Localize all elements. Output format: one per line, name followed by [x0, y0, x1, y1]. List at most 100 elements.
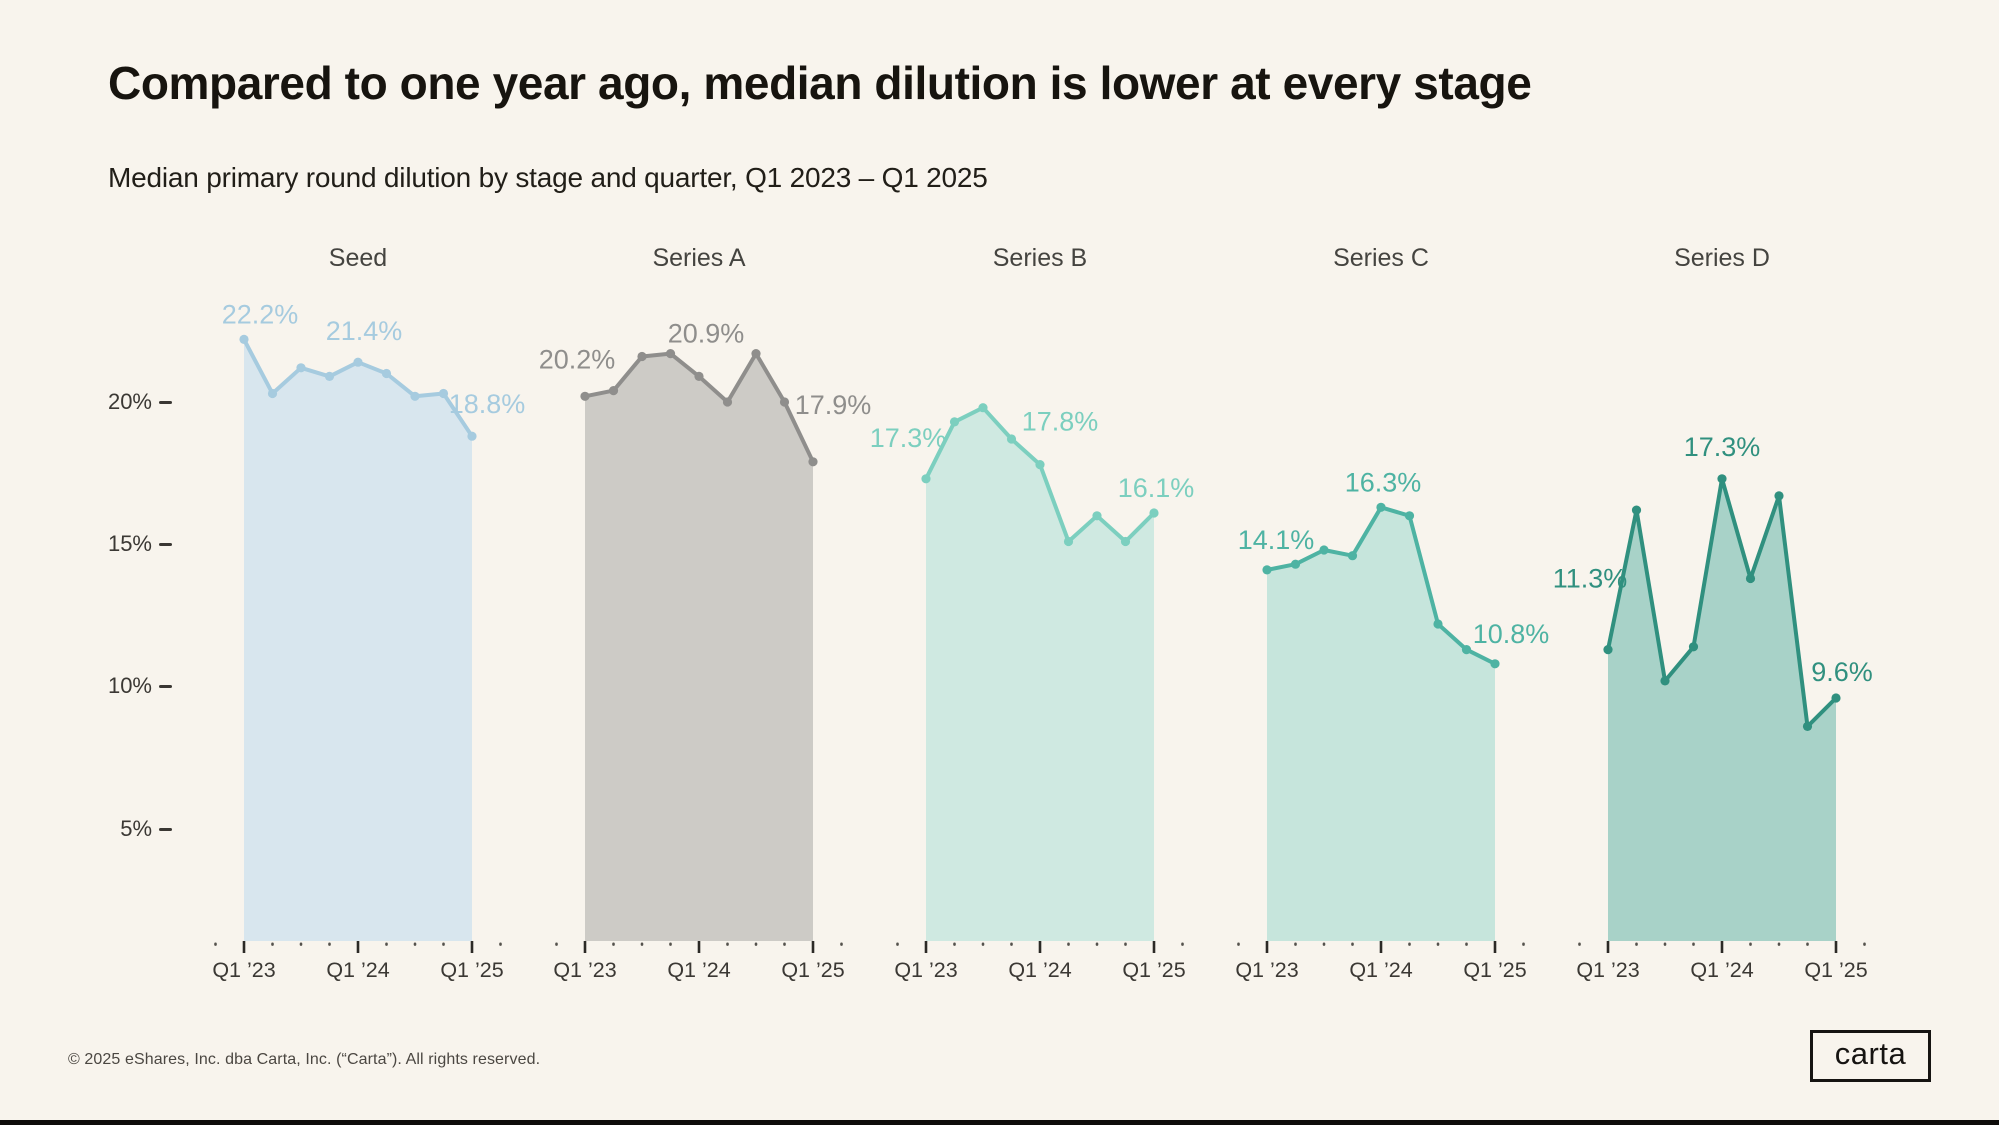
x-axis-major-tick	[1606, 941, 1610, 953]
x-axis-minor-tick	[271, 942, 274, 946]
page-subtitle: Median primary round dilution by stage a…	[108, 162, 988, 193]
x-axis-major-tick	[242, 941, 246, 953]
data-point	[1035, 460, 1045, 470]
data-point	[722, 397, 733, 407]
data-point	[1319, 545, 1329, 555]
x-axis-major-tick	[470, 941, 474, 953]
data-point	[1831, 693, 1841, 703]
data-point	[1149, 508, 1159, 518]
data-point	[1006, 434, 1017, 444]
x-axis-minor-tick	[840, 942, 843, 946]
data-point	[1290, 559, 1301, 569]
chart-panel-series-d: Series D Q1 ’23 Q1 ’24 Q1 ’25 11.3% 17.3% 9.6%	[1553, 220, 1873, 1000]
x-axis-minor-tick	[499, 942, 502, 946]
x-axis-label: Q1 ’25	[1122, 958, 1185, 982]
x-axis-minor-tick	[1322, 942, 1326, 946]
x-axis-label: Q1 ’23	[553, 958, 616, 982]
x-axis-minor-tick	[754, 942, 758, 946]
data-point	[665, 349, 676, 359]
y-axis-tick-label: 20%	[107, 389, 152, 414]
chart-svg: Series A Q1 ’23 Q1 ’24 Q1 ’25 20.2% 20.9% 17.9…	[539, 244, 872, 982]
x-axis-minor-tick	[1436, 942, 1440, 946]
data-points	[239, 334, 477, 441]
panel-title: Series C	[1333, 244, 1429, 272]
data-point	[296, 363, 306, 373]
data-point	[1120, 536, 1131, 547]
x-axis-ticks	[896, 941, 1184, 953]
x-axis-minor-tick	[1465, 942, 1468, 946]
x-axis-label: Q1 ’24	[326, 958, 389, 982]
footer-copyright: © 2025 eShares, Inc. dba Carta, Inc. (“C…	[68, 1051, 541, 1068]
x-axis-minor-tick	[1010, 942, 1013, 946]
data-point	[1404, 511, 1415, 521]
x-axis-ticks	[214, 941, 502, 953]
x-axis-minor-tick	[555, 942, 558, 946]
data-point	[381, 368, 392, 379]
data-point	[1490, 659, 1500, 669]
panel-title: Series D	[1674, 244, 1770, 272]
x-axis-major-tick	[356, 941, 360, 953]
chart-panel-series-a: Series A Q1 ’23 Q1 ’24 Q1 ’25 20.2% 20.9% 17.9…	[539, 220, 872, 1000]
y-axis-tick-label: 10%	[107, 673, 152, 698]
x-axis-minor-tick	[981, 942, 985, 946]
data-point	[1262, 565, 1272, 575]
chart-panel-seed: Seed Q1 ’23 Q1 ’24 Q1 ’25 22.2% 21.4% 18.8%	[208, 220, 525, 1000]
x-axis-minor-tick	[640, 942, 644, 946]
x-axis-major-tick	[697, 941, 701, 953]
area-fill	[1267, 507, 1495, 941]
area-fill	[1608, 478, 1836, 941]
x-axis-minor-tick	[726, 942, 729, 946]
point-value-label: 17.3%	[870, 423, 947, 453]
chart-svg: Series D Q1 ’23 Q1 ’24 Q1 ’25 11.3% 17.3% 9.6%	[1553, 244, 1873, 982]
x-axis-major-tick	[1720, 941, 1724, 953]
point-value-label: 20.9%	[668, 318, 745, 348]
x-axis-minor-tick	[1181, 942, 1184, 946]
x-axis-minor-tick	[299, 942, 303, 946]
data-point	[1802, 721, 1813, 731]
data-point	[239, 334, 249, 344]
data-point	[1433, 619, 1443, 629]
x-axis-minor-tick	[1777, 942, 1781, 946]
data-point	[580, 391, 590, 401]
x-axis-label: Q1 ’24	[667, 958, 730, 982]
x-axis-minor-tick	[1663, 942, 1667, 946]
carta-logo: carta	[1810, 1030, 1931, 1082]
data-point	[1063, 536, 1074, 547]
data-point	[608, 386, 619, 396]
data-point	[751, 349, 761, 359]
x-axis-minor-tick	[1806, 942, 1809, 946]
point-value-label: 16.3%	[1345, 467, 1422, 497]
point-value-label: 22.2%	[222, 299, 299, 329]
point-value-label: 9.6%	[1811, 657, 1873, 687]
data-point	[921, 474, 931, 484]
x-axis-label: Q1 ’24	[1690, 958, 1753, 982]
y-axis-tick-mark	[159, 542, 172, 546]
point-value-label: 18.8%	[449, 389, 526, 419]
data-point	[1603, 645, 1613, 655]
panel-title: Series A	[652, 244, 745, 272]
point-value-label: 10.8%	[1473, 619, 1550, 649]
point-value-label: 14.1%	[1238, 525, 1315, 555]
x-axis-major-tick	[1152, 941, 1156, 953]
data-point	[410, 391, 420, 401]
data-point	[467, 431, 477, 441]
data-point	[779, 397, 790, 407]
bottom-accent-bar	[0, 1120, 1999, 1125]
y-axis-tick-mark	[159, 827, 172, 831]
data-point	[1774, 491, 1784, 501]
point-value-label: 17.3%	[1684, 432, 1761, 462]
x-axis-label: Q1 ’23	[1576, 958, 1639, 982]
data-point	[324, 371, 335, 381]
x-axis-minor-tick	[1408, 942, 1411, 946]
y-axis-tick-label: 15%	[107, 531, 152, 556]
x-axis-minor-tick	[214, 942, 217, 946]
y-axis-tick-row: 5%	[58, 815, 172, 843]
data-point	[808, 457, 818, 467]
x-axis-minor-tick	[1635, 942, 1638, 946]
x-axis-minor-tick	[612, 942, 615, 946]
point-value-label: 17.8%	[1022, 407, 1099, 437]
x-axis-minor-tick	[1578, 942, 1581, 946]
x-axis-label: Q1 ’23	[212, 958, 275, 982]
point-value-label: 20.2%	[539, 344, 616, 374]
